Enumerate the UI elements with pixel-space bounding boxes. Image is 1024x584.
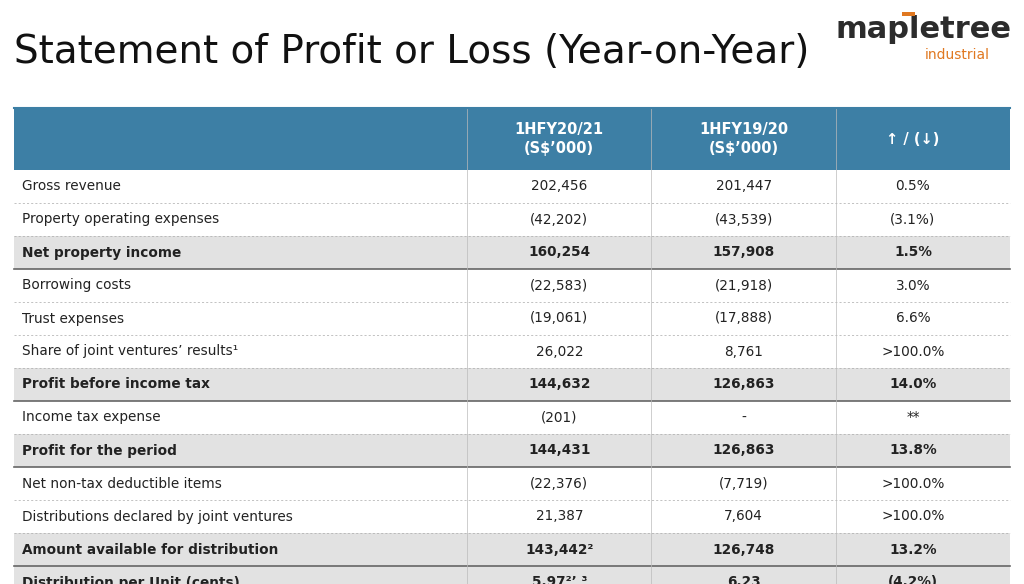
Text: (17,888): (17,888) (715, 311, 773, 325)
Text: 26,022: 26,022 (536, 345, 583, 359)
Bar (14, 401, 1010, 434)
Bar (14, 236, 1010, 269)
Text: 157,908: 157,908 (713, 245, 775, 259)
Bar (14, 368, 1010, 401)
Text: (19,061): (19,061) (530, 311, 589, 325)
Bar (14, 269, 1010, 302)
Text: 3.0%: 3.0% (896, 279, 930, 293)
Text: 13.2%: 13.2% (889, 543, 937, 557)
Text: (22,583): (22,583) (530, 279, 589, 293)
Text: Income tax expense: Income tax expense (22, 411, 161, 425)
Bar (14, 500, 1010, 533)
Text: Profit for the period: Profit for the period (22, 443, 177, 457)
Text: >100.0%: >100.0% (882, 345, 944, 359)
Bar (902, 12, 915, 16)
Text: (43,539): (43,539) (715, 213, 773, 227)
Text: Net non-tax deductible items: Net non-tax deductible items (22, 477, 222, 491)
Bar (14, 302, 1010, 335)
Bar (14, 533, 1010, 566)
Text: 126,863: 126,863 (713, 443, 775, 457)
Text: 14.0%: 14.0% (889, 377, 937, 391)
Text: 1HFY19/20
(S$’000): 1HFY19/20 (S$’000) (699, 122, 788, 156)
Text: -: - (741, 411, 746, 425)
Text: 21,387: 21,387 (536, 509, 583, 523)
Bar (14, 108, 1010, 170)
Text: (4.2%): (4.2%) (888, 575, 938, 584)
Text: 6.23: 6.23 (727, 575, 761, 584)
Text: Borrowing costs: Borrowing costs (22, 279, 131, 293)
Text: (3.1%): (3.1%) (890, 213, 936, 227)
Text: 201,447: 201,447 (716, 179, 772, 193)
Text: Trust expenses: Trust expenses (22, 311, 124, 325)
Text: 5.97²’ ³: 5.97²’ ³ (531, 575, 587, 584)
Text: Share of joint ventures’ results¹: Share of joint ventures’ results¹ (22, 345, 239, 359)
Text: ↑ / (↓): ↑ / (↓) (886, 131, 940, 147)
Text: 143,442²: 143,442² (525, 543, 594, 557)
Text: 7,604: 7,604 (724, 509, 763, 523)
Text: (7,719): (7,719) (719, 477, 768, 491)
Text: Distributions declared by joint ventures: Distributions declared by joint ventures (22, 509, 293, 523)
Text: Net property income: Net property income (22, 245, 181, 259)
Text: 126,748: 126,748 (713, 543, 775, 557)
Text: (42,202): (42,202) (530, 213, 589, 227)
Text: Gross revenue: Gross revenue (22, 179, 121, 193)
Text: 126,863: 126,863 (713, 377, 775, 391)
Bar (14, 467, 1010, 500)
Text: >100.0%: >100.0% (882, 477, 944, 491)
Text: 144,431: 144,431 (528, 443, 591, 457)
Text: Profit before income tax: Profit before income tax (22, 377, 210, 391)
Text: Statement of Profit or Loss (Year-on-Year): Statement of Profit or Loss (Year-on-Yea… (14, 33, 809, 71)
Text: (21,918): (21,918) (715, 279, 773, 293)
Text: 6.6%: 6.6% (896, 311, 930, 325)
Text: 1.5%: 1.5% (894, 245, 932, 259)
Text: (201): (201) (541, 411, 578, 425)
Text: 13.8%: 13.8% (889, 443, 937, 457)
Text: 1HFY20/21
(S$’000): 1HFY20/21 (S$’000) (515, 122, 604, 156)
Bar (14, 335, 1010, 368)
Text: 8,761: 8,761 (724, 345, 763, 359)
Text: Distribution per Unit (cents): Distribution per Unit (cents) (22, 575, 240, 584)
Text: Amount available for distribution: Amount available for distribution (22, 543, 279, 557)
Text: 202,456: 202,456 (531, 179, 588, 193)
Text: >100.0%: >100.0% (882, 509, 944, 523)
Text: Property operating expenses: Property operating expenses (22, 213, 219, 227)
Text: 0.5%: 0.5% (896, 179, 930, 193)
Text: 144,632: 144,632 (528, 377, 591, 391)
Text: industrial: industrial (925, 48, 990, 62)
Bar (14, 566, 1010, 584)
Bar (14, 170, 1010, 203)
Text: 160,254: 160,254 (528, 245, 591, 259)
Bar (14, 434, 1010, 467)
Text: (22,376): (22,376) (530, 477, 589, 491)
Bar (14, 203, 1010, 236)
Text: **: ** (906, 411, 920, 425)
Text: mapletree: mapletree (835, 16, 1011, 44)
